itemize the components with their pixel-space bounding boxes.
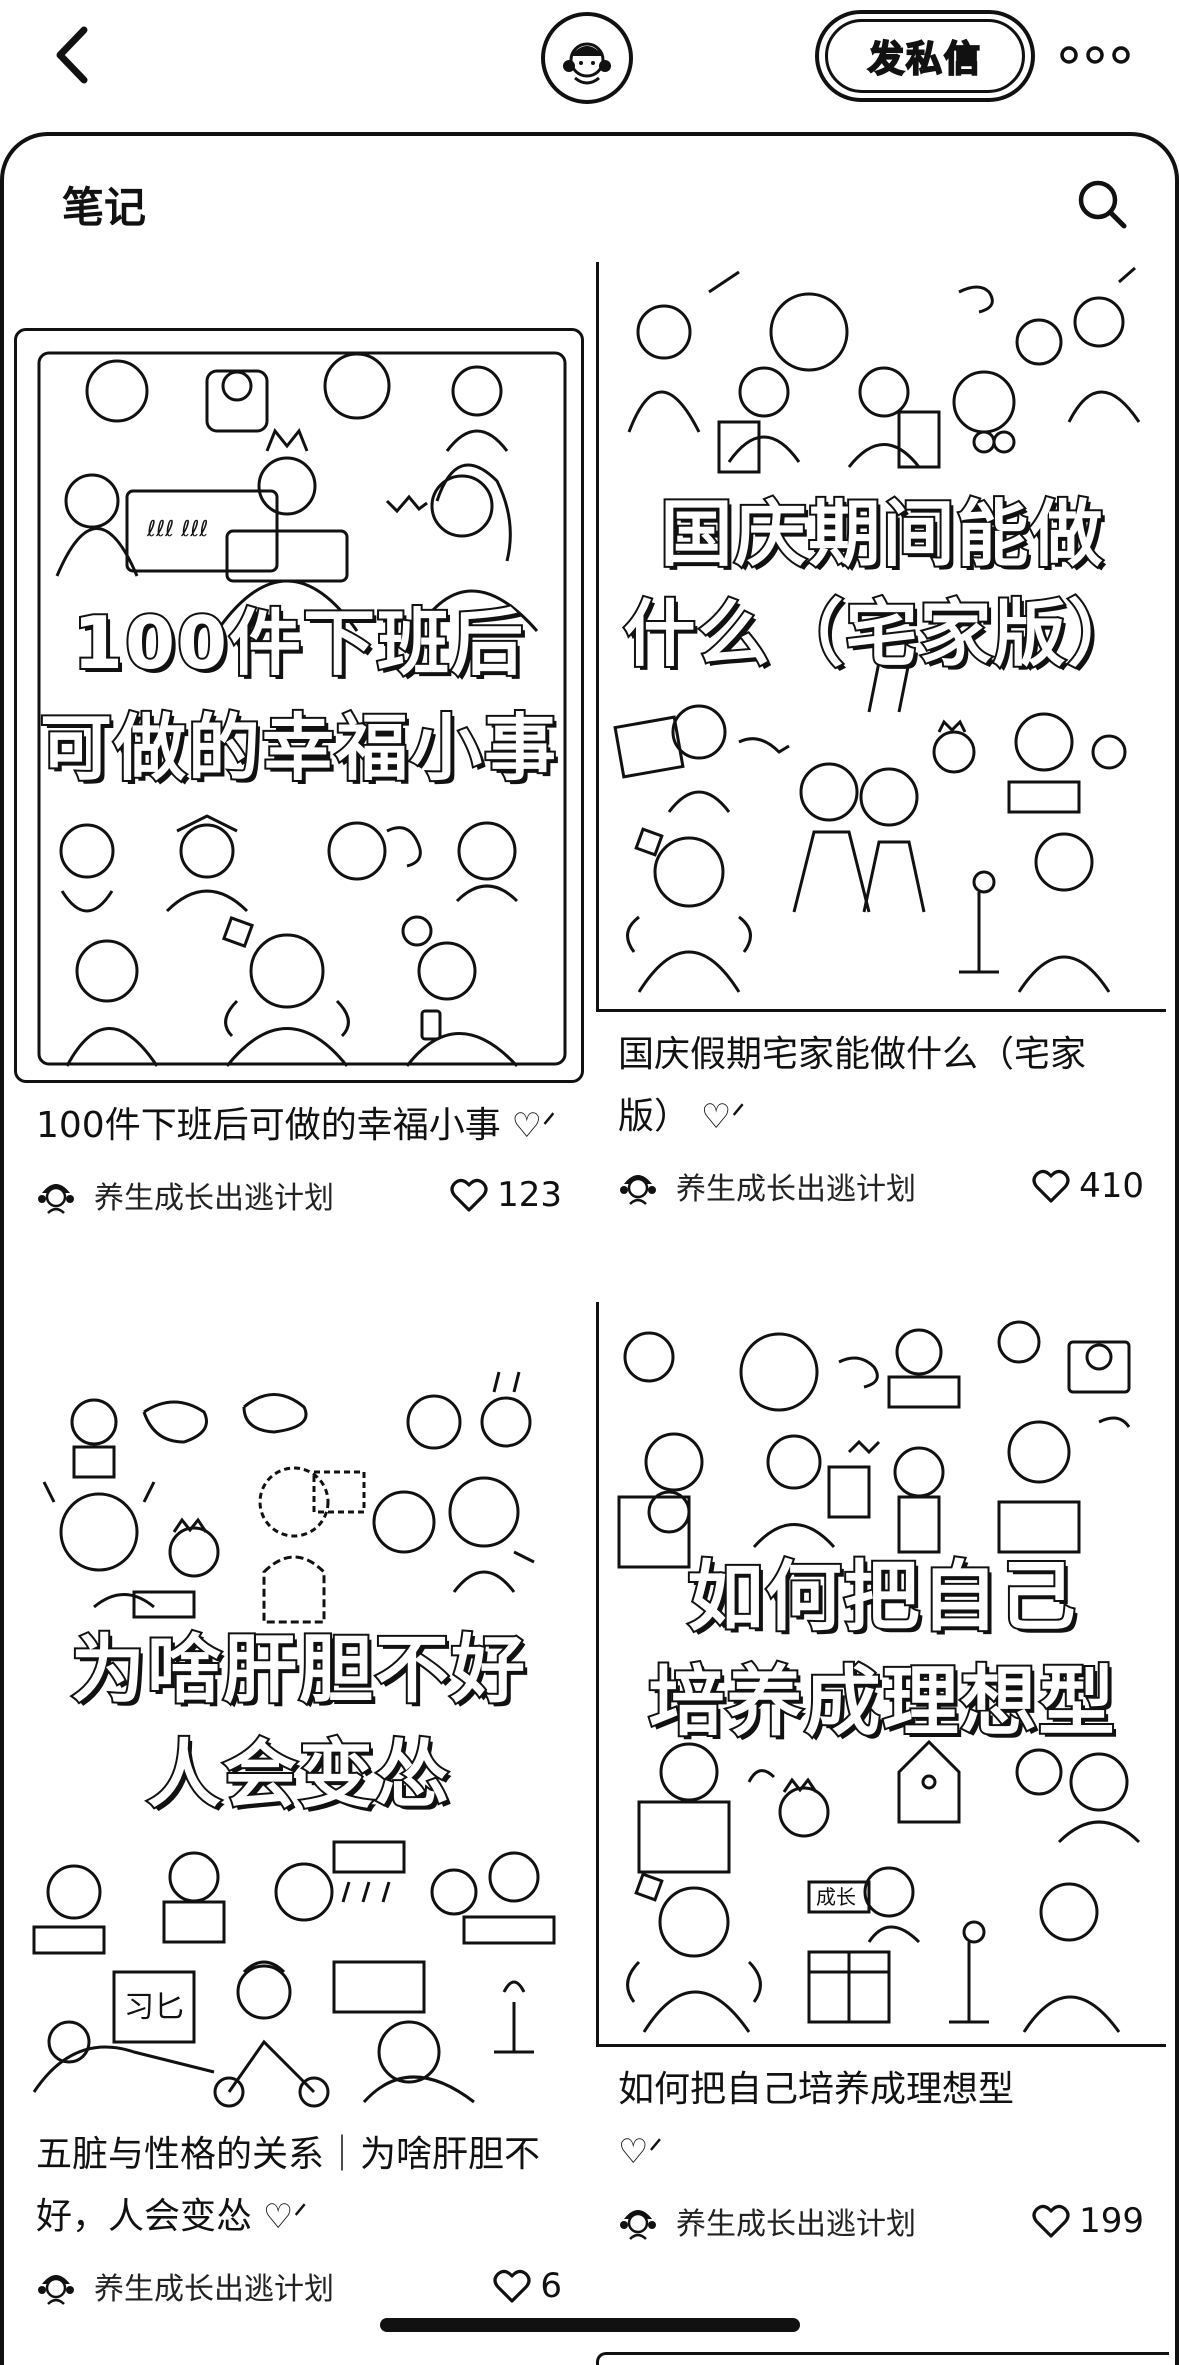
like-count: 410 bbox=[1079, 1166, 1144, 1206]
sparkle-heart-icon: ♡ᐟ bbox=[500, 1106, 557, 1146]
cover-illustration: 成长 bbox=[617, 1320, 1141, 2033]
svg-text:ℓℓℓ ℓℓℓ: ℓℓℓ ℓℓℓ bbox=[146, 517, 209, 542]
heart-icon[interactable] bbox=[492, 2266, 532, 2306]
note-card[interactable]: 习匕 为啥肝胆不好 人会变怂 五脏与性格的关系｜为啥肝胆不好， bbox=[14, 1352, 584, 2316]
note-cover[interactable]: 成长 如何把自己 培养成理想型 bbox=[596, 1302, 1166, 2047]
like-count: 199 bbox=[1079, 2201, 1144, 2241]
top-bar: 发私信 bbox=[0, 0, 1179, 130]
note-meta: 养生成长出逃计划 123 bbox=[14, 1165, 584, 1225]
note-title[interactable]: 国庆假期宅家能做什么（宅家版） ♡ᐟ bbox=[618, 1034, 1087, 1137]
cover-title-line-1: 为啥肝胆不好 bbox=[69, 1625, 527, 1715]
cover-title-line-2: 人会变怂 bbox=[145, 1730, 451, 1820]
heart-icon[interactable] bbox=[1031, 1166, 1071, 1206]
sheet-title: 笔记 bbox=[62, 183, 147, 232]
sparkle-heart-icon: ♡ᐟ bbox=[618, 2132, 663, 2172]
note-card[interactable]: ℓℓℓ ℓℓℓ bbox=[14, 328, 584, 1225]
like-count: 6 bbox=[540, 2266, 562, 2306]
note-meta: 养生成长出逃计划 6 bbox=[14, 2256, 584, 2316]
sparkle-heart-icon: ♡ᐟ bbox=[690, 1097, 746, 1137]
cover-illustration bbox=[613, 266, 1141, 993]
note-meta: 养生成长出逃计划 410 bbox=[596, 1156, 1166, 1216]
search-icon[interactable] bbox=[1074, 176, 1130, 232]
next-note-card-edge bbox=[596, 2352, 1169, 2365]
author-avatar-icon[interactable] bbox=[618, 2201, 658, 2241]
note-cover[interactable]: 习匕 为啥肝胆不好 人会变怂 bbox=[14, 1352, 584, 2112]
heart-icon[interactable] bbox=[1031, 2201, 1071, 2241]
cover-illustration: 习匕 bbox=[32, 1371, 556, 2108]
cover-title-line-2: 培养成理想型 bbox=[647, 1655, 1117, 1748]
note-card[interactable]: 成长 如何把自己 培养成理想型 如何把自己培养成理想型 ♡ᐟ bbox=[596, 1302, 1166, 2251]
author-avatar-icon[interactable] bbox=[36, 1175, 76, 1215]
author-avatar-icon[interactable] bbox=[618, 1166, 658, 1206]
notes-feed[interactable]: ℓℓℓ ℓℓℓ bbox=[0, 262, 1179, 2365]
cover-title-line-2: 什么（宅家版） bbox=[621, 590, 1142, 678]
author-avatar-icon[interactable] bbox=[36, 2266, 76, 2306]
heart-icon[interactable] bbox=[449, 1175, 489, 1215]
note-cover[interactable]: 国庆期间能做 什么（宅家版） bbox=[596, 262, 1166, 1012]
svg-text:习匕: 习匕 bbox=[124, 1990, 184, 2025]
svg-text:成长: 成长 bbox=[816, 1885, 856, 1909]
author-name[interactable]: 养生成长出逃计划 bbox=[94, 2272, 334, 2307]
avatar[interactable] bbox=[541, 12, 633, 104]
note-card[interactable]: 国庆期间能做 什么（宅家版） 国庆假期宅家能做什么（宅家版） ♡ᐟ 养生成长出逃… bbox=[596, 262, 1166, 1216]
cover-title-line-1: 如何把自己 bbox=[686, 1550, 1078, 1643]
note-meta: 养生成长出逃计划 199 bbox=[596, 2191, 1166, 2251]
cover-title-line-1: 100件下班后 bbox=[71, 599, 526, 687]
home-indicator[interactable] bbox=[380, 2318, 800, 2332]
author-name[interactable]: 养生成长出逃计划 bbox=[676, 2207, 916, 2242]
note-title[interactable]: 如何把自己培养成理想型 ♡ᐟ bbox=[618, 2069, 1015, 2172]
send-message-label: 发私信 bbox=[825, 19, 1025, 93]
cover-illustration: ℓℓℓ ℓℓℓ bbox=[37, 351, 567, 1068]
cover-title-line-1: 国庆期间能做 bbox=[658, 490, 1105, 578]
note-title[interactable]: 五脏与性格的关系｜为啥肝胆不好，人会变怂 ♡ᐟ bbox=[36, 2134, 541, 2237]
cover-title-line-2: 可做的幸福小事 bbox=[38, 704, 558, 792]
send-message-button[interactable]: 发私信 bbox=[815, 10, 1035, 102]
like-count: 123 bbox=[497, 1175, 562, 1215]
note-cover[interactable]: ℓℓℓ ℓℓℓ bbox=[14, 328, 584, 1083]
chevron-left-icon[interactable] bbox=[40, 20, 110, 90]
author-name[interactable]: 养生成长出逃计划 bbox=[94, 1181, 334, 1216]
note-title[interactable]: 100件下班后可做的幸福小事 ♡ᐟ bbox=[36, 1105, 557, 1146]
more-dots-icon[interactable] bbox=[1055, 30, 1135, 80]
sparkle-heart-icon: ♡ᐟ bbox=[252, 2197, 308, 2237]
cartoon-girl-avatar-icon bbox=[563, 42, 611, 85]
author-name[interactable]: 养生成长出逃计划 bbox=[676, 1172, 916, 1207]
